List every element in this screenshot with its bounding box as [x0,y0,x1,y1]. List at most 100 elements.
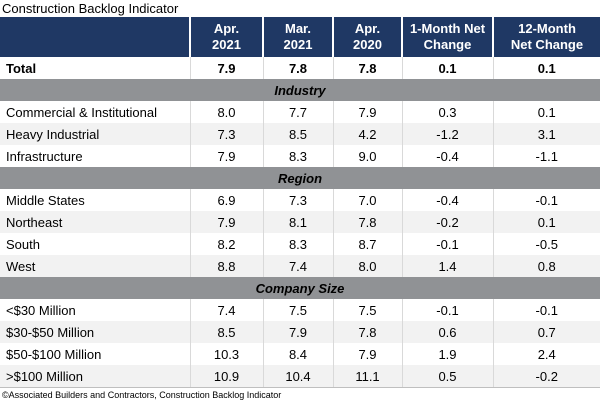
section-banner-company-size: Company Size [0,277,600,299]
row-label: Middle States [6,192,85,208]
cell-value: 6.9 [189,189,263,211]
table-row: West 8.8 7.4 8.0 1.4 0.8 [0,255,600,277]
row-label: <$30 Million [6,302,76,318]
cell-value: 7.9 [262,321,333,343]
section-banner-label: Industry [0,79,600,101]
table-row: Commercial & Institutional 8.0 7.7 7.9 0… [0,101,600,123]
cell-value: 7.9 [189,145,263,167]
table-row-total: Total 7.9 7.8 7.8 0.1 0.1 [0,57,600,79]
cell-value: 11.1 [332,365,402,388]
cell-value: -0.2 [492,365,600,388]
backlog-table: Apr. 2021 Mar. 2021 Apr. 2020 1-Month Ne… [0,17,600,388]
cell-value: 7.9 [189,57,263,79]
cell-value: 7.4 [262,255,333,277]
cell-value: 0.5 [401,365,493,388]
cell-value: 7.3 [189,123,263,145]
cell-value: -0.4 [401,189,493,211]
cell-value: 7.9 [332,343,402,365]
cell-value: 0.1 [492,57,600,79]
cell-value: 7.9 [189,211,263,233]
cell-value: 7.5 [262,299,333,321]
section-banner-label: Region [0,167,600,189]
cell-value: 0.3 [401,101,493,123]
cell-value: 7.8 [262,57,333,79]
header-cell-apr-2020: Apr. 2020 [332,17,402,57]
header-cell-1-month-net-change: 1-Month Net Change [401,17,493,57]
cell-value: 0.7 [492,321,600,343]
table-row: $30-$50 Million 8.5 7.9 7.8 0.6 0.7 [0,321,600,343]
cell-value: 7.4 [189,299,263,321]
cell-value: 10.9 [189,365,263,388]
section-banner-label: Company Size [0,277,600,299]
table-row: Middle States 6.9 7.3 7.0 -0.4 -0.1 [0,189,600,211]
cell-value: 2.4 [492,343,600,365]
cell-value: 8.8 [189,255,263,277]
cell-value: 8.5 [262,123,333,145]
cell-value: -0.1 [492,299,600,321]
cell-value: 7.8 [332,57,402,79]
cell-value: 0.6 [401,321,493,343]
table-row: <$30 Million 7.4 7.5 7.5 -0.1 -0.1 [0,299,600,321]
cell-value: 8.5 [189,321,263,343]
cell-value: -0.1 [492,189,600,211]
header-cell-mar-2021: Mar. 2021 [262,17,333,57]
cell-value: 9.0 [332,145,402,167]
header-cell-blank [0,17,190,57]
cell-value: 8.1 [262,211,333,233]
cell-value: 7.7 [262,101,333,123]
row-label: Commercial & Institutional [6,104,157,120]
table-header-row: Apr. 2021 Mar. 2021 Apr. 2020 1-Month Ne… [0,17,600,57]
row-label: Heavy Industrial [0,123,190,145]
cell-value: 0.8 [492,255,600,277]
header-cell-apr-2021: Apr. 2021 [189,17,263,57]
row-label: >$100 Million [0,365,190,388]
table-row: South 8.2 8.3 8.7 -0.1 -0.5 [0,233,600,255]
cell-value: -0.5 [492,233,600,255]
row-label: Total [6,60,37,76]
page-title: Construction Backlog Indicator [2,1,179,16]
cell-value: -1.1 [492,145,600,167]
section-banner-industry: Industry [0,79,600,101]
cell-value: 8.0 [189,101,263,123]
cell-value: -0.1 [401,233,493,255]
cell-value: 7.5 [332,299,402,321]
cell-value: 7.3 [262,189,333,211]
row-label: West [0,255,190,277]
cell-value: 0.1 [492,101,600,123]
cell-value: 0.1 [401,57,493,79]
row-label: $50-$100 Million [6,346,102,362]
cell-value: 4.2 [332,123,402,145]
row-label: Infrastructure [6,148,83,164]
cell-value: -0.1 [401,299,493,321]
cell-value: -0.2 [401,211,493,233]
cell-value: -1.2 [401,123,493,145]
row-label: $30-$50 Million [0,321,190,343]
cell-value: 7.9 [332,101,402,123]
cell-value: 8.3 [262,145,333,167]
cell-value: 8.4 [262,343,333,365]
cell-value: 10.4 [262,365,333,388]
cell-value: 1.9 [401,343,493,365]
cell-value: 1.4 [401,255,493,277]
cell-value: 8.7 [332,233,402,255]
cell-value: 7.0 [332,189,402,211]
cell-value: 0.1 [492,211,600,233]
cell-value: -0.4 [401,145,493,167]
row-label: Northeast [0,211,190,233]
source-note: ©Associated Builders and Contractors, Co… [2,390,282,400]
cell-value: 7.8 [332,321,402,343]
table-row: Heavy Industrial 7.3 8.5 4.2 -1.2 3.1 [0,123,600,145]
cell-value: 3.1 [492,123,600,145]
cell-value: 8.2 [189,233,263,255]
header-cell-12-month-net-change: 12-Month Net Change [492,17,600,57]
table-row: $50-$100 Million 10.3 8.4 7.9 1.9 2.4 [0,343,600,365]
table-row: >$100 Million 10.9 10.4 11.1 0.5 -0.2 [0,365,600,388]
table-row: Infrastructure 7.9 8.3 9.0 -0.4 -1.1 [0,145,600,167]
cell-value: 7.8 [332,211,402,233]
table-row: Northeast 7.9 8.1 7.8 -0.2 0.1 [0,211,600,233]
row-label: South [6,236,40,252]
cell-value: 8.3 [262,233,333,255]
section-banner-region: Region [0,167,600,189]
cell-value: 8.0 [332,255,402,277]
